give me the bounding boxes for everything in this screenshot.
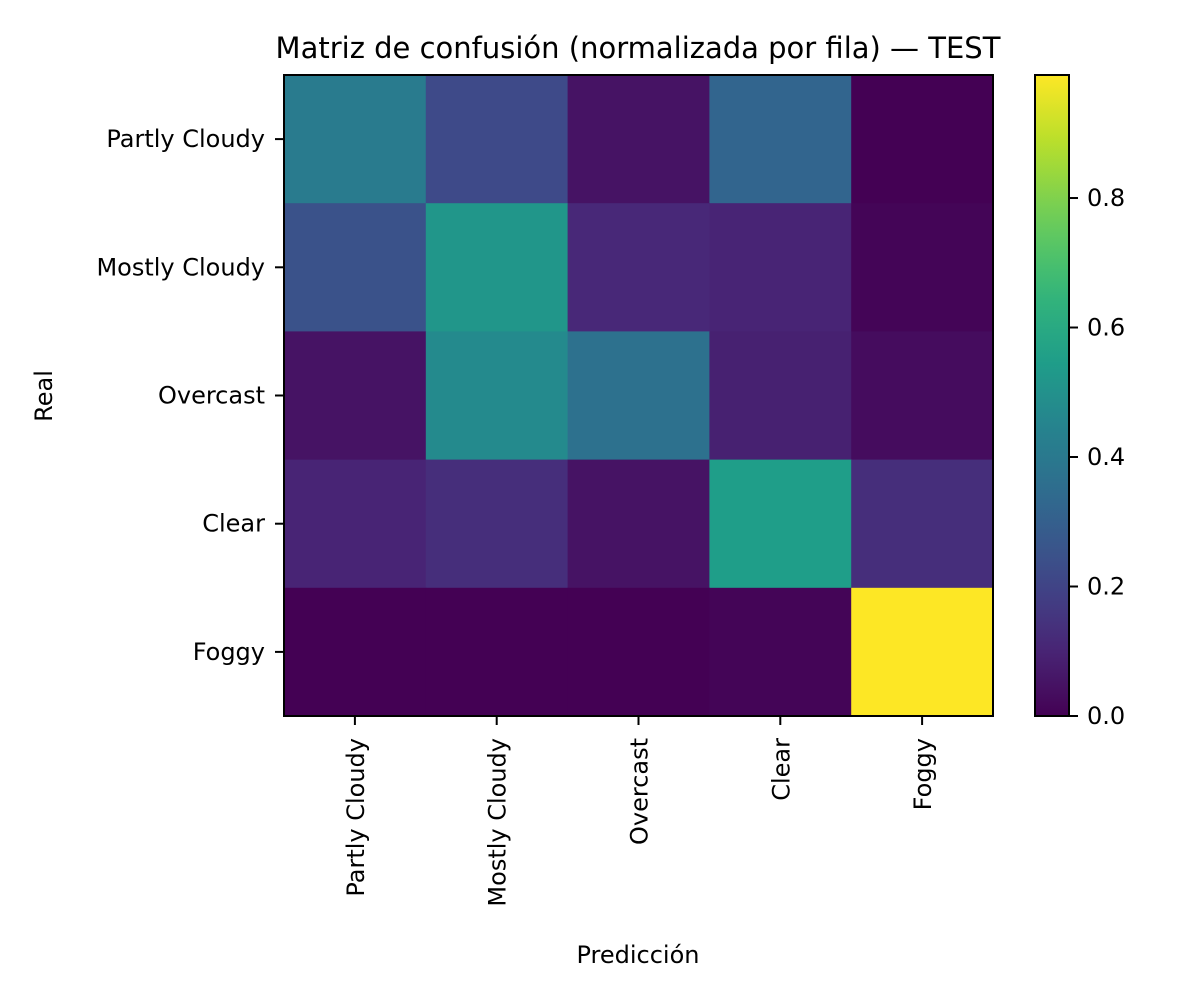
heatmap-cell [851,203,994,332]
heatmap-cell [851,587,994,717]
heatmap-cell [567,459,710,589]
heatmap-cell [425,587,569,717]
heatmap-cell [284,203,427,332]
heatmap-cell [709,331,852,461]
heatmap-cell [709,75,852,204]
heatmap-cell [851,331,994,461]
heatmap-cell [425,331,569,461]
heatmap-cells [284,75,994,717]
heatmap-cell [851,459,994,589]
heatmap-cell [709,203,852,332]
colorbar-tick-label: 0.6 [1087,314,1125,342]
chart-title: Matriz de confusión (normalizada por fil… [276,31,1001,65]
heatmap-cell [284,459,427,589]
y-tick-label: Clear [202,510,265,538]
heatmap-cell [567,587,710,717]
heatmap-cell [284,75,427,204]
colorbar-tick-label: 0.8 [1087,184,1125,212]
heatmap-cell [425,203,569,332]
heatmap-cell [567,203,710,332]
y-tick-label: Mostly Cloudy [96,253,265,281]
colorbar-tick-label: 0.2 [1087,573,1125,601]
x-axis-ticks: Partly Cloudy Mostly Cloudy Overcast Clear F… [342,716,937,907]
heatmap-cell [851,75,994,204]
x-tick-label: Clear [767,738,795,801]
colorbar-ticks: 0.0 0.2 0.4 0.6 0.8 [1069,184,1125,730]
y-axis-ticks: Partly Cloudy Mostly Cloudy Overcast Clear F… [96,125,284,666]
heatmap-cell [709,459,852,589]
x-tick-label: Mostly Cloudy [484,738,512,907]
heatmap-cell [425,459,569,589]
colorbar-tick-label: 0.4 [1087,443,1125,471]
x-tick-label: Partly Cloudy [342,738,370,897]
heatmap-cell [284,331,427,461]
x-tick-label: Foggy [909,738,937,810]
y-axis-label: Real [30,370,58,422]
heatmap-cell [567,75,710,204]
colorbar-tick-label: 0.0 [1087,702,1125,730]
y-tick-label: Partly Cloudy [106,125,265,153]
x-axis-label: Predicción [576,941,699,969]
heatmap-cell [709,587,852,717]
x-tick-label: Overcast [626,738,654,845]
heatmap-cell [425,75,569,204]
y-tick-label: Foggy [193,638,265,666]
colorbar: 0.0 0.2 0.4 0.6 0.8 [1034,74,1125,730]
heatmap-cell [567,331,710,461]
colorbar-gradient [1034,74,1070,717]
heatmap-cell [284,587,427,717]
y-tick-label: Overcast [158,382,265,410]
